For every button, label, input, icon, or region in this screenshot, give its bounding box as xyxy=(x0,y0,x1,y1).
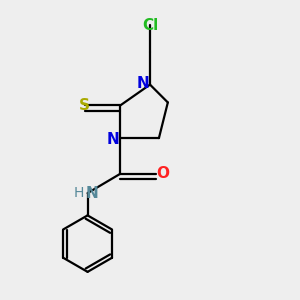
Text: N: N xyxy=(136,76,149,91)
Text: H: H xyxy=(74,186,84,200)
Text: Cl: Cl xyxy=(142,18,158,33)
Text: N: N xyxy=(106,132,119,147)
Text: N: N xyxy=(86,186,98,201)
Text: S: S xyxy=(79,98,90,113)
Text: O: O xyxy=(156,166,169,181)
